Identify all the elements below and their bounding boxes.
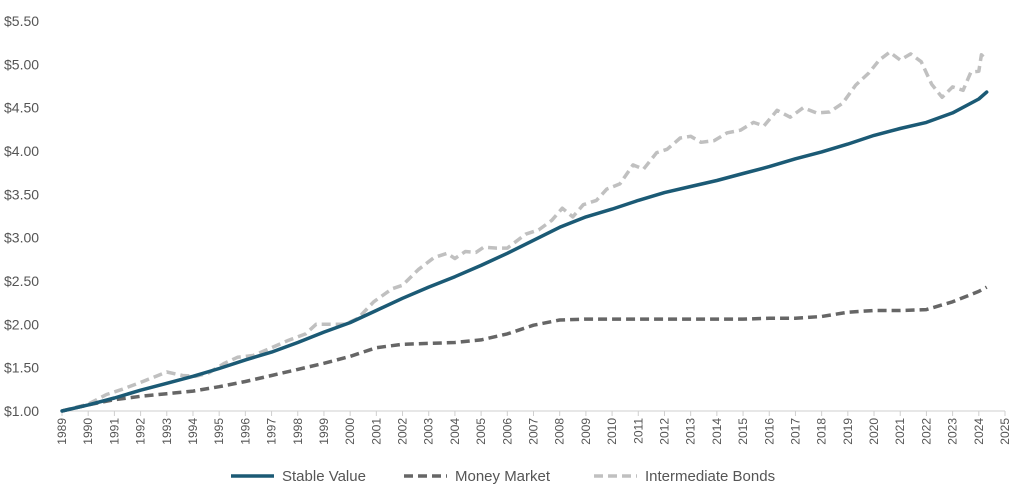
legend-label: Money Market [455,468,551,485]
x-tick-label: 1993 [160,418,174,445]
x-tick-label: 2025 [998,418,1012,445]
x-tick-label: 2001 [369,418,383,445]
x-tick-label: 2006 [500,418,514,445]
legend: Stable Value Money Market Intermediate Bon… [231,468,775,485]
legend-item-money-market: Money Market [404,468,551,485]
x-tick-label: 2000 [343,418,357,445]
x-tick-label: 2018 [815,418,829,445]
series-lines [60,50,989,413]
legend-item-stable-value: Stable Value [231,468,366,485]
x-tick-label: 2014 [710,418,724,445]
y-tick-label: $2.00 [4,316,39,332]
x-tick-label: 2012 [657,418,671,445]
x-tick-label: 1989 [55,418,69,445]
x-tick-label: 2002 [396,418,410,445]
y-tick-label: $5.50 [4,13,39,29]
x-tick-label: 2004 [448,418,462,445]
series-line-stable-value [60,90,989,413]
x-tick-label: 2017 [788,418,802,445]
legend-label: Stable Value [282,468,366,485]
x-tick-label: 1999 [317,418,331,445]
x-tick-label: 2016 [762,418,776,445]
y-axis: $1.00 $1.50 $2.00 $2.50 $3.00 $3.50 $4.00 $4.50… [4,13,39,419]
y-tick-label: $1.50 [4,360,39,376]
legend-label: Intermediate Bonds [645,468,775,485]
x-tick-label: 2011 [631,418,645,444]
y-tick-label: $3.00 [4,230,39,246]
x-axis: 1989 1990 1991 1992 1993 1994 1995 1996 1997 1998… [55,410,1012,445]
x-tick-label: 1996 [238,418,252,445]
y-tick-label: $3.50 [4,186,39,202]
y-tick-label: $2.50 [4,273,39,289]
x-tick-label: 1992 [134,418,148,445]
x-tick-label: 2007 [527,418,541,445]
x-tick-label: 2010 [605,418,619,445]
x-tick-label: 2021 [893,418,907,445]
x-tick-label: 2005 [474,418,488,445]
legend-item-intermediate-bonds: Intermediate Bonds [594,468,775,485]
x-tick-label: 2024 [972,418,986,445]
x-tick-label: 1995 [212,418,226,445]
y-tick-label: $1.00 [4,403,39,419]
x-tick-label: 2008 [553,418,567,445]
x-tick-label: 2015 [736,418,750,445]
series-line-money-market [61,285,988,413]
series-line-intermediate-bonds [61,50,988,413]
x-tick-label: 1990 [81,418,95,445]
x-tick-label: 2003 [422,418,436,445]
y-tick-label: $4.00 [4,143,39,159]
x-tick-label: 1991 [107,418,121,445]
x-tick-label: 2013 [684,418,698,445]
x-tick-label: 1998 [291,418,305,445]
y-tick-label: $5.00 [4,56,39,72]
x-tick-label: 2023 [946,418,960,445]
x-tick-label: 1994 [186,418,200,445]
x-tick-label: 1997 [265,418,279,445]
x-tick-label: 2020 [867,418,881,445]
x-tick-label: 2019 [841,418,855,445]
y-tick-label: $4.50 [4,100,39,116]
x-tick-label: 2022 [919,418,933,445]
x-tick-label: 2009 [579,418,593,445]
